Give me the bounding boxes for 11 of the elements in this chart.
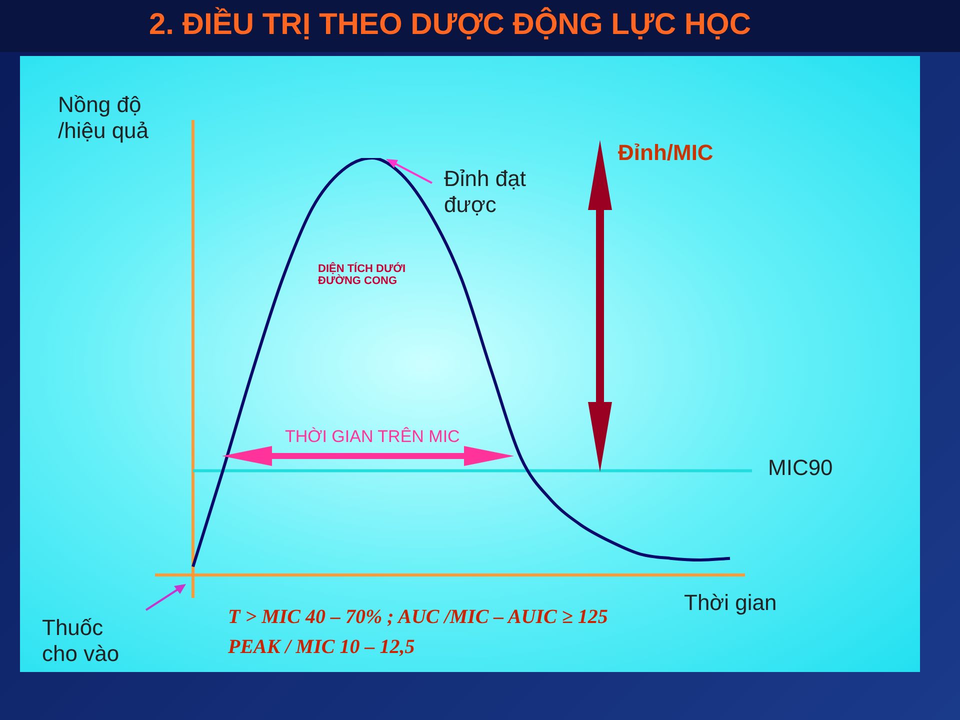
y-axis-title: Nồng độ /hiệu quả: [58, 92, 150, 144]
x-axis-title: Thời gian: [684, 590, 777, 616]
chart-title: 2. ĐIỀU TRỊ THEO DƯỢC ĐỘNG LỰC HỌC: [148, 8, 752, 42]
ref-line-label: MIC90: [768, 455, 833, 481]
annotation: Đỉnh/MIC: [618, 140, 714, 166]
annotation: DIỆN TÍCH DƯỚI ĐƯỜNG CONG: [318, 263, 407, 287]
annotation: Đỉnh đạt được: [444, 166, 527, 218]
annotation: THỜI GIAN TRÊN MIC: [285, 427, 460, 447]
text: Thuốc cho vào: [42, 615, 120, 667]
text: PEAK / MIC 10 – 12,5: [228, 636, 415, 659]
text: T > MIC 40 – 70% ; AUC /MIC – AUIC ≥ 125: [228, 606, 608, 629]
